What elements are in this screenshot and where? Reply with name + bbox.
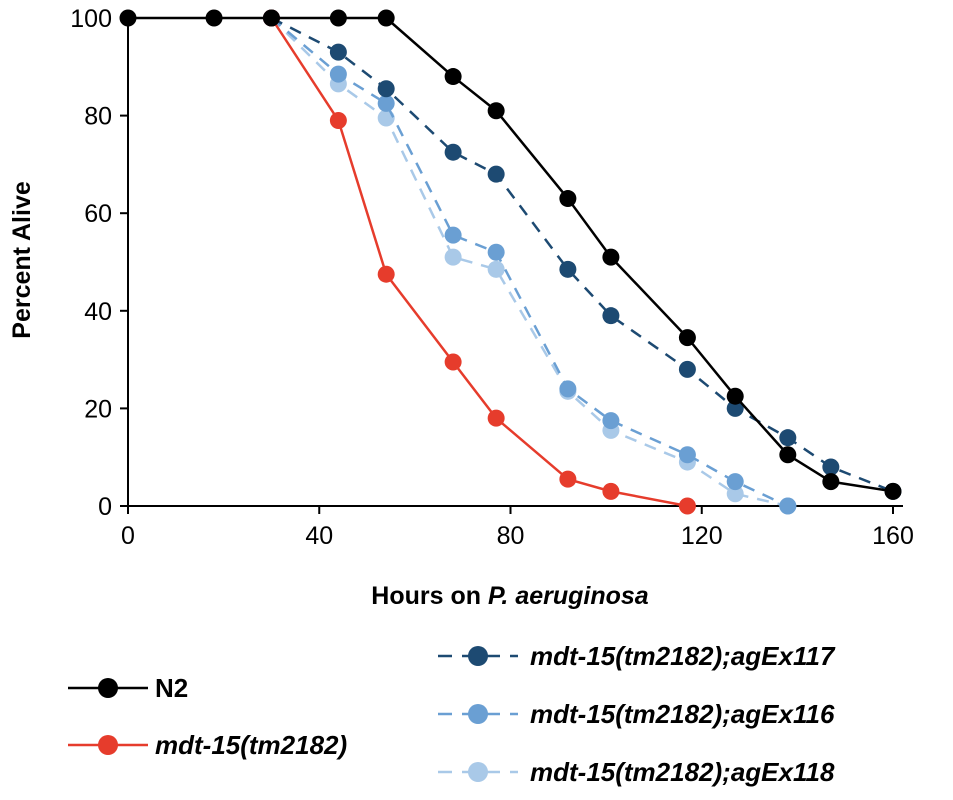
data-point [726,399,744,417]
data-point [377,94,395,112]
legend-entry: mdt-15(tm2182);agEx116 [438,699,835,729]
data-point [726,387,744,405]
legend-entry: N2 [68,673,188,703]
x-axis-title: Hours on P. aeruginosa [371,582,648,610]
legend-label: mdt-15(tm2182);agEx117 [530,641,836,671]
legend-label: N2 [155,673,188,703]
legend-label: mdt-15(tm2182);agEx116 [530,699,835,729]
data-point [559,470,577,488]
data-point [559,380,577,398]
data-point [559,190,577,208]
data-point [678,360,696,378]
data-point [119,9,137,27]
data-point [444,68,462,86]
y-tick-label: 40 [84,298,112,326]
data-point [487,102,505,120]
data-point [329,65,347,83]
data-point [444,248,462,266]
data-point [779,446,797,464]
series-layer [119,9,902,515]
data-point [487,165,505,183]
series-line [270,17,688,508]
data-point [329,9,347,27]
data-point [602,412,620,430]
data-point [329,43,347,61]
series-line [270,17,789,508]
data-point [678,446,696,464]
data-point [884,482,902,500]
x-tick-label: 0 [121,522,135,550]
data-point [822,458,840,476]
data-point [377,265,395,283]
y-tick-label: 80 [84,103,112,131]
x-tick-label: 160 [872,522,914,550]
series-line [270,17,789,508]
data-point [726,485,744,503]
data-point [329,111,347,129]
series-line [128,16,894,493]
data-point [559,260,577,278]
y-tick-label: 20 [84,395,112,423]
data-point [487,260,505,278]
legend-marker [98,735,118,755]
data-point [779,497,797,515]
series [262,9,797,515]
y-tick-label: 100 [70,5,112,33]
data-point [726,473,744,491]
data-point [377,80,395,98]
axes: 0 40 80 120 160 0 20 40 60 80 100 [70,5,914,550]
y-axis-title: Percent Alive [8,181,36,339]
data-point [678,497,696,515]
data-point [377,109,395,127]
legend-entry: mdt-15(tm2182) [68,730,347,760]
data-point [262,9,280,27]
data-point [678,329,696,347]
legend-marker [468,704,488,724]
y-tick-label: 60 [84,200,112,228]
x-tick-label: 80 [497,522,525,550]
data-point [205,9,223,27]
legend-label: mdt-15(tm2182);agEx118 [530,757,835,787]
series [119,9,902,500]
x-tick-label: 40 [305,522,333,550]
data-point [822,473,840,491]
data-point [444,353,462,371]
legend-marker [98,678,118,698]
data-point [602,248,620,266]
legend-marker [468,762,488,782]
data-point [602,482,620,500]
series [262,9,902,500]
data-point [377,9,395,27]
data-point [487,243,505,261]
legend-entry: mdt-15(tm2182);agEx117 [438,641,836,671]
legend-marker [468,646,488,666]
legend-entry: mdt-15(tm2182);agEx118 [438,757,835,787]
y-tick-label: 0 [98,493,112,521]
data-point [444,226,462,244]
series-line [270,16,894,493]
data-point [487,409,505,427]
data-point [779,429,797,447]
x-tick-label: 120 [681,522,723,550]
legend: N2 mdt-15(tm2182) mdt-15(tm2182);agEx117 md… [68,641,836,787]
data-point [444,143,462,161]
data-point [602,307,620,325]
legend-label: mdt-15(tm2182) [155,730,347,760]
